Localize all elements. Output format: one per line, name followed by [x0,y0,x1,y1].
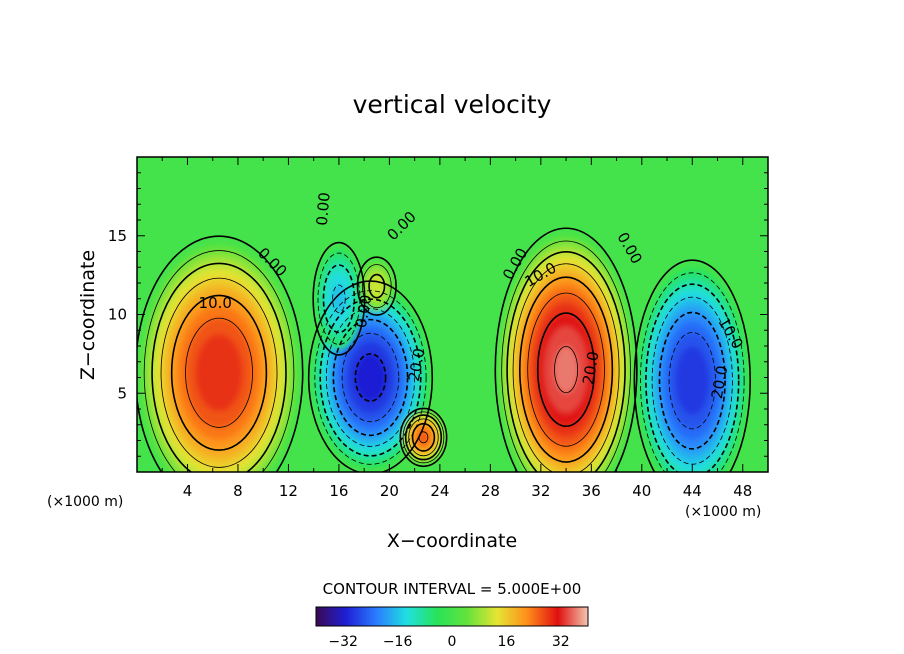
colorbar-tick-label: 0 [448,634,457,650]
contour-line [519,276,614,463]
cell-2-band [675,346,709,415]
x-tick-label: 44 [683,482,702,500]
cell-0-band [195,334,243,412]
contour-line [527,292,605,447]
contour-line [325,308,416,447]
contour-line [143,250,295,472]
cell-2 [637,267,747,472]
cell-1-band [554,346,578,393]
cell-0 [140,244,298,472]
contour-line [501,240,631,472]
x-axis-label: X−coordinate [387,530,517,552]
chart-title: vertical velocity [353,90,552,119]
cell-3-band [355,353,386,402]
zero-contour [137,235,304,472]
contour-line [151,262,287,472]
contour-label: 20.0 [579,350,603,386]
x-tick-label: 48 [733,482,752,500]
contour-label: 0.00 [352,293,376,329]
contour-line [160,277,278,468]
colorbar-tick-label: −16 [383,634,413,650]
contour-lines [137,227,751,472]
cell-5-band [419,431,428,443]
contour-interval-label: CONTOUR INTERVAL = 5.000E+00 [323,580,582,598]
zero-contour [633,259,751,472]
x-unit-right: (×1000 m) [685,504,761,520]
contour-line [341,332,400,423]
contour-line [640,272,745,472]
contour-line [361,264,392,309]
colorbar-tick-label: 16 [497,634,515,650]
colorbar [315,606,589,627]
contour-line [332,318,409,437]
x-tick-label: 4 [183,482,193,500]
contour-line [411,422,436,452]
x-tick-label: 36 [582,482,601,500]
contour-line [658,311,726,450]
contour-line [536,312,596,428]
x-tick-label: 28 [481,482,500,500]
y-tick-label: 10 [108,306,127,324]
contour-line [668,332,716,430]
contour-line [512,263,620,472]
colorbar-tick-label: −32 [328,634,358,650]
contour-label: 20.0 [708,364,732,400]
contour-line [354,353,387,402]
colorbar-tick-label: 32 [552,634,570,650]
contour-label: 20.0 [405,347,429,383]
contour-line [322,264,356,334]
x-tick-label: 20 [380,482,399,500]
y-tick-label: 5 [117,384,127,402]
contour-line [554,346,579,394]
zero-contour [356,256,397,316]
contour-line [404,414,443,461]
x-tick-label: 24 [430,482,449,500]
zero-contour [494,227,638,472]
y-axis-label: Z−coordinate [77,250,99,380]
velocity-field [137,157,768,472]
x-tick-label: 16 [329,482,348,500]
contour-line [185,317,253,428]
x-tick-label: 32 [531,482,550,500]
x-unit-left: (×1000 m) [47,494,123,510]
x-tick-label: 40 [632,482,651,500]
x-axis-ticks: 4 8 12 16 20 24 28 32 36 40 44 48 [161,157,752,500]
contour-line [368,273,386,299]
contour-line [319,298,422,457]
colorbar-ticks: −32 −16 0 16 32 [328,634,569,650]
contour-label: 10.0 [199,294,232,312]
cell-4 [315,248,363,350]
contour-line [170,294,268,451]
y-tick-label: 15 [108,227,127,245]
x-tick-label: 12 [279,482,298,500]
contour-line [402,411,445,464]
cell-6-band [369,274,385,298]
contour-line [332,284,346,313]
contour-line [418,431,429,444]
zero-contour [399,407,448,468]
y-axis-ticks: 5 10 15 [108,172,768,457]
contour-line [408,418,439,457]
x-tick-label: 8 [233,482,243,500]
contour-line [506,251,626,472]
contour-line [645,283,740,472]
contour-label: 0.00 [313,192,334,227]
